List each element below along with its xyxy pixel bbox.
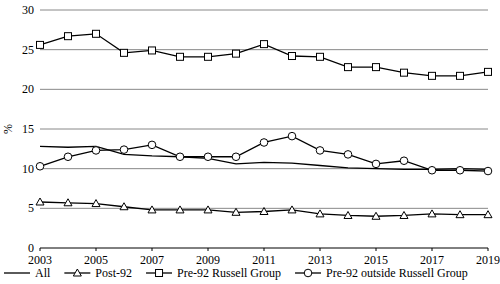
series-marker [148, 206, 156, 213]
y-tick-label: 10 [22, 162, 34, 176]
series-marker [92, 200, 100, 207]
series-marker [288, 132, 296, 140]
series-marker [288, 206, 296, 213]
series-marker [260, 208, 268, 215]
x-tick [488, 248, 489, 251]
x-tick [320, 248, 321, 251]
x-tick-label: 2003 [28, 253, 52, 267]
series-marker [65, 33, 72, 40]
series-marker [457, 72, 464, 79]
series-marker [233, 50, 240, 57]
legend-marker [304, 269, 312, 277]
series-marker [401, 69, 408, 76]
series-marker [484, 211, 492, 218]
series-marker [232, 208, 240, 215]
grid-line [40, 89, 488, 90]
series-marker [204, 206, 212, 213]
series-marker [121, 49, 128, 56]
chart: 051015202530%200320052007200920112013201… [0, 0, 500, 284]
series-marker [372, 212, 380, 219]
series-marker [177, 53, 184, 60]
series-marker [344, 211, 352, 218]
series-marker [344, 151, 352, 159]
legend-marker [73, 269, 81, 276]
grid-line [40, 49, 488, 50]
x-tick [432, 248, 433, 251]
y-tick-label: 5 [28, 201, 34, 215]
x-tick-label: 2011 [252, 253, 276, 267]
series-marker [316, 147, 324, 155]
y-axis-label: % [1, 124, 15, 134]
series-marker [176, 206, 184, 213]
y-tick-label: 25 [22, 43, 34, 57]
legend-marker [156, 270, 163, 277]
x-tick-label: 2017 [420, 253, 444, 267]
x-tick-label: 2009 [196, 253, 220, 267]
legend-label: Post-92 [95, 266, 132, 280]
y-tick-label: 20 [22, 82, 34, 96]
x-tick-label: 2019 [476, 253, 500, 267]
x-tick [96, 248, 97, 251]
x-tick [152, 248, 153, 251]
series-marker [289, 53, 296, 60]
legend: All Post-92 Pre-92 Russell Group Pre-92 out… [4, 266, 468, 280]
x-tick-label: 2015 [364, 253, 388, 267]
legend-label: All [35, 266, 51, 280]
series-marker [148, 141, 156, 149]
series-marker [36, 198, 44, 205]
x-tick-label: 2005 [84, 253, 108, 267]
series-marker [120, 203, 128, 210]
series-marker [456, 211, 464, 218]
series-marker [428, 166, 436, 174]
series-marker [373, 64, 380, 71]
legend-label: Pre-92 Russell Group [177, 266, 281, 280]
series-marker [93, 30, 100, 37]
series-marker [316, 210, 324, 217]
x-tick [376, 248, 377, 251]
series-marker [345, 64, 352, 71]
x-tick [40, 248, 41, 251]
series-marker [429, 72, 436, 79]
series-marker [232, 153, 240, 161]
series-marker [205, 53, 212, 60]
series-marker [400, 211, 408, 218]
grid-line [40, 129, 488, 130]
series-marker [36, 162, 44, 170]
series-marker [204, 153, 212, 161]
series-marker [400, 157, 408, 165]
series-marker [456, 166, 464, 174]
series-line [40, 136, 488, 171]
x-tick-label: 2013 [308, 253, 332, 267]
series-marker [92, 147, 100, 155]
series-line [40, 34, 488, 76]
series-marker [64, 153, 72, 161]
series-marker [484, 167, 492, 175]
series-marker [260, 139, 268, 147]
series-marker [176, 153, 184, 161]
series-marker [261, 41, 268, 48]
series-marker [372, 160, 380, 168]
series-marker [37, 41, 44, 48]
y-tick-label: 15 [22, 122, 34, 136]
x-tick [264, 248, 265, 251]
series-marker [64, 199, 72, 206]
series-marker [485, 68, 492, 75]
plot-area [36, 30, 492, 219]
y-tick-label: 30 [22, 3, 34, 17]
x-tick [208, 248, 209, 251]
series-marker [428, 210, 436, 217]
legend-line [4, 272, 30, 273]
legend-label: Pre-92 outside Russell Group [326, 266, 468, 280]
grid-line [40, 10, 488, 11]
series-line [40, 202, 488, 216]
series-marker [317, 53, 324, 60]
x-tick-label: 2007 [140, 253, 164, 267]
series-marker [149, 47, 156, 54]
series-marker [120, 146, 128, 154]
